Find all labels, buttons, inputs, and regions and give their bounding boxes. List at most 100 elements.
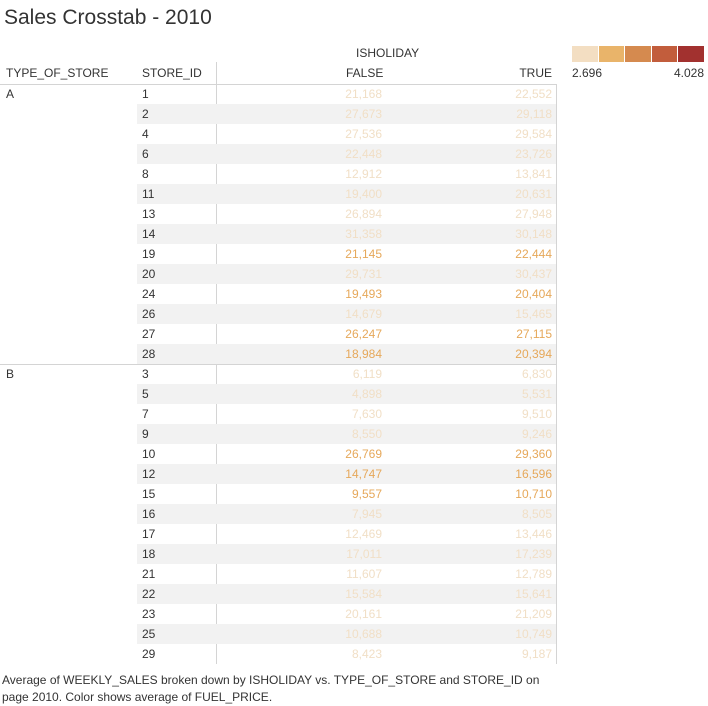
true-value-cell: 17,239 [515, 547, 552, 561]
false-value-cell: 6,119 [352, 367, 382, 381]
store-id-cell: 8 [142, 167, 149, 181]
color-legend-bar [572, 46, 704, 62]
chart-title: Sales Crosstab - 2010 [4, 6, 212, 29]
store-id-cell: 5 [142, 387, 149, 401]
false-value-cell: 29,731 [345, 267, 382, 281]
table-row: 8 12,912 13,841 [0, 164, 556, 184]
column-group-header: ISHOLIDAY [356, 46, 420, 60]
true-value-cell: 12,789 [515, 567, 552, 581]
true-value-cell: 15,641 [515, 587, 552, 601]
type-of-store-header: TYPE_OF_STORE [6, 66, 109, 80]
false-value-cell: 27,673 [345, 107, 382, 121]
false-value-cell: 26,769 [345, 447, 382, 461]
false-column-header: FALSE [346, 66, 384, 80]
true-value-cell: 6,830 [521, 367, 552, 381]
true-value-cell: 21,209 [515, 607, 552, 621]
true-value-cell: 20,631 [515, 187, 552, 201]
type-of-store-cell: A [6, 87, 15, 101]
table-row: 29 8,423 9,187 [0, 644, 556, 664]
table-row: 5 4,898 5,531 [0, 384, 556, 404]
false-value-cell: 11,607 [346, 567, 382, 581]
table-row: 4 27,536 29,584 [0, 124, 556, 144]
store-id-cell: 1 [142, 87, 149, 101]
true-value-cell: 20,394 [515, 347, 552, 361]
true-value-cell: 16,596 [515, 467, 552, 481]
store-id-cell: 4 [142, 127, 149, 141]
legend-swatch [598, 46, 626, 62]
store-id-cell: 23 [142, 607, 156, 621]
store-id-cell: 14 [142, 227, 156, 241]
store-id-cell: 13 [142, 207, 156, 221]
table-row: 7 7,630 9,510 [0, 404, 556, 424]
true-value-cell: 10,749 [515, 627, 552, 641]
store-id-cell: 28 [142, 347, 156, 361]
store-id-cell: 10 [142, 447, 156, 461]
false-value-cell: 27,536 [345, 127, 382, 141]
table-row: 6 22,448 23,726 [0, 144, 556, 164]
true-value-cell: 30,148 [515, 227, 552, 241]
store-id-cell: 9 [142, 427, 149, 441]
table-row: 2 27,673 29,118 [0, 104, 556, 124]
store-id-cell: 18 [142, 547, 156, 561]
true-value-cell: 27,115 [516, 327, 552, 341]
true-value-cell: 29,118 [516, 107, 552, 121]
true-value-cell: 22,552 [515, 87, 552, 101]
store-id-header: STORE_ID [142, 66, 202, 80]
store-id-cell: 2 [142, 107, 149, 121]
table-row: 10 26,769 29,360 [0, 444, 556, 464]
false-value-cell: 20,161 [345, 607, 382, 621]
color-legend: 2.696 4.028 [572, 46, 704, 86]
true-value-cell: 5,531 [521, 387, 552, 401]
legend-swatch [651, 46, 679, 62]
color-legend-min-label: 2.696 [572, 66, 603, 80]
table-row: 18 17,011 17,239 [0, 544, 556, 564]
false-value-cell: 17,011 [346, 547, 382, 561]
store-id-cell: 29 [142, 647, 156, 661]
store-id-cell: 17 [142, 527, 156, 541]
table-row: 26 14,679 15,465 [0, 304, 556, 324]
table-row: 9 8,550 9,246 [0, 424, 556, 444]
table-row: 25 10,688 10,749 [0, 624, 556, 644]
false-value-cell: 14,679 [345, 307, 382, 321]
type-of-store-cell: B [6, 367, 15, 381]
true-value-cell: 29,584 [515, 127, 552, 141]
true-value-cell: 23,726 [515, 147, 552, 161]
store-id-cell: 6 [142, 147, 149, 161]
true-value-cell: 22,444 [515, 247, 552, 261]
store-id-cell: 26 [142, 307, 156, 321]
true-value-cell: 20,404 [515, 287, 552, 301]
store-id-cell: 16 [142, 507, 156, 521]
legend-swatch [572, 46, 599, 62]
false-value-cell: 31,358 [345, 227, 382, 241]
table-row: A 1 21,168 22,552 [0, 84, 556, 104]
store-id-cell: 3 [142, 367, 149, 381]
true-value-cell: 30,437 [515, 267, 552, 281]
divider-vertical [556, 84, 557, 664]
false-value-cell: 19,400 [345, 187, 382, 201]
false-value-cell: 22,448 [345, 147, 382, 161]
store-id-cell: 20 [142, 267, 156, 281]
false-value-cell: 8,550 [351, 427, 382, 441]
table-row: B 3 6,119 6,830 [0, 364, 556, 384]
true-value-cell: 27,948 [515, 207, 552, 221]
store-id-cell: 7 [142, 407, 149, 421]
legend-swatch [678, 46, 704, 62]
store-id-cell: 15 [142, 487, 156, 501]
store-id-cell: 11 [142, 187, 155, 201]
table-row: 16 7,945 8,505 [0, 504, 556, 524]
false-value-cell: 18,984 [345, 347, 382, 361]
false-value-cell: 14,747 [345, 467, 382, 481]
table-row: 20 29,731 30,437 [0, 264, 556, 284]
table-row: 22 15,584 15,641 [0, 584, 556, 604]
table-row: 21 11,607 12,789 [0, 564, 556, 584]
true-value-cell: 29,360 [515, 447, 552, 461]
color-legend-max-label: 4.028 [673, 66, 704, 80]
table-row: 12 14,747 16,596 [0, 464, 556, 484]
true-value-cell: 8,505 [521, 507, 552, 521]
table-row: 19 21,145 22,444 [0, 244, 556, 264]
false-value-cell: 12,912 [345, 167, 382, 181]
table-row: 11 19,400 20,631 [0, 184, 556, 204]
chart-caption: Average of WEEKLY_SALES broken down by I… [2, 673, 540, 704]
table-row: 27 26,247 27,115 [0, 324, 556, 344]
true-value-cell: 15,465 [515, 307, 552, 321]
